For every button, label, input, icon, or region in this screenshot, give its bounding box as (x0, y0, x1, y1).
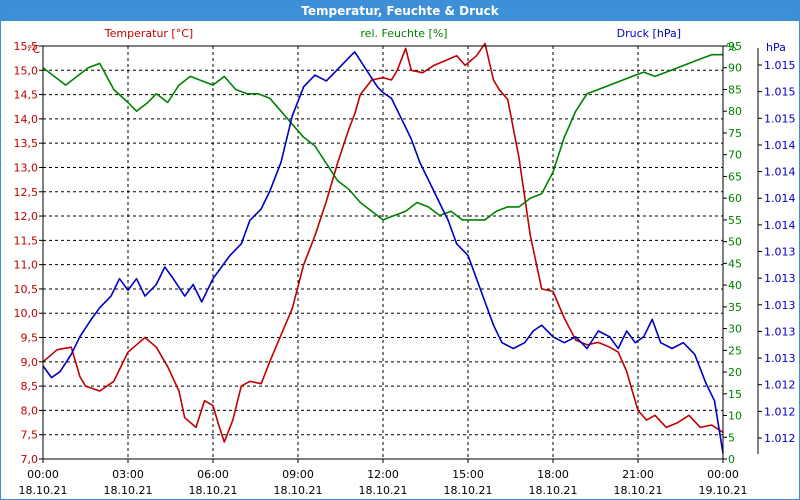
x-tick-label-time: 21:00 (622, 468, 654, 481)
humidity-tick-label: 95 (728, 40, 742, 53)
x-tick-label-date: 18.10.21 (104, 484, 153, 497)
pressure-tick-label: 1.012 (764, 379, 796, 392)
pressure-tick-label: 1.013 (764, 299, 796, 312)
temperature-tick-label: 15,0 (14, 64, 39, 77)
humidity-tick-label: 55 (728, 214, 742, 227)
temperature-tick-label: 14,0 (14, 113, 39, 126)
x-tick-label-date: 19.10.21 (699, 484, 748, 497)
pressure-tick-label: 1.013 (764, 325, 796, 338)
temperature-tick-label: 12,0 (14, 210, 39, 223)
x-tick-label-date: 18.10.21 (359, 484, 408, 497)
x-tick-label-time: 15:00 (452, 468, 484, 481)
legend-label-temperature: Temperatur [°C] (104, 27, 193, 40)
pressure-tick-label: 1.015 (764, 59, 796, 72)
humidity-tick-label: 35 (728, 301, 742, 314)
x-tick-label-time: 18:00 (537, 468, 569, 481)
temperature-tick-label: 9,5 (21, 332, 39, 345)
legend-label-humidity: rel. Feuchte [%] (360, 27, 447, 40)
pressure-unit-label: hPa (766, 41, 786, 54)
temperature-tick-label: 8,0 (21, 404, 39, 417)
x-tick-label-date: 18.10.21 (189, 484, 238, 497)
pressure-tick-label: 1.013 (764, 272, 796, 285)
temperature-tick-label: 9,0 (21, 356, 39, 369)
pressure-tick-label: 1.012 (764, 405, 796, 418)
x-tick-label-time: 00:00 (27, 468, 59, 481)
humidity-tick-label: 80 (728, 105, 742, 118)
x-tick-label-date: 18.10.21 (529, 484, 578, 497)
humidity-tick-label: 10 (728, 410, 742, 423)
pressure-tick-label: 1.013 (764, 246, 796, 259)
temperature-tick-label: 15,5 (14, 40, 39, 53)
humidity-tick-label: 65 (728, 170, 742, 183)
humidity-tick-label: 40 (728, 279, 742, 292)
pressure-tick-label: 1.014 (764, 192, 796, 205)
temperature-tick-label: 11,0 (14, 259, 39, 272)
series-line-humidity (42, 53, 723, 221)
pressure-tick-label: 1.015 (764, 86, 796, 99)
window-title: Temperatur, Feuchte & Druck (1, 1, 799, 21)
temperature-tick-label: 13,5 (14, 137, 39, 150)
x-tick-label-time: 03:00 (112, 468, 144, 481)
x-tick-label-time: 12:00 (367, 468, 399, 481)
x-tick-label-date: 18.10.21 (274, 484, 323, 497)
temperature-tick-label: 10,5 (14, 283, 39, 296)
humidity-tick-label: 30 (728, 323, 742, 336)
x-tick-label-time: 00:00 (707, 468, 739, 481)
temperature-tick-label: 7,0 (21, 453, 39, 466)
humidity-tick-label: 5 (728, 431, 735, 444)
pressure-tick-label: 1.014 (764, 166, 796, 179)
series-layer (42, 42, 724, 454)
humidity-tick-label: 90 (728, 62, 742, 75)
series-line-temperature (42, 42, 724, 443)
humidity-tick-label: 70 (728, 149, 742, 162)
temperature-unit-label: °C (27, 43, 41, 56)
pressure-tick-label: 1.012 (764, 432, 796, 445)
humidity-unit-label: % (726, 41, 736, 54)
temperature-tick-label: 11,5 (14, 234, 39, 247)
humidity-tick-label: 20 (728, 366, 742, 379)
pressure-tick-label: 1.014 (764, 139, 796, 152)
humidity-tick-label: 45 (728, 257, 742, 270)
temperature-tick-label: 12,5 (14, 186, 39, 199)
series-line-pressure (42, 50, 724, 454)
legend-label-pressure: Druck [hPa] (617, 27, 681, 40)
temperature-tick-label: 8,5 (21, 380, 39, 393)
humidity-tick-label: 75 (728, 127, 742, 140)
x-tick-label-date: 18.10.21 (444, 484, 493, 497)
x-tick-label-date: 18.10.21 (19, 484, 68, 497)
temperature-tick-label: 10,0 (14, 307, 39, 320)
pressure-tick-label: 1.015 (764, 112, 796, 125)
x-tick-label-time: 06:00 (197, 468, 229, 481)
humidity-tick-label: 15 (728, 388, 742, 401)
temperature-tick-label: 7,5 (21, 429, 39, 442)
temperature-tick-label: 14,5 (14, 89, 39, 102)
pressure-tick-label: 1.014 (764, 219, 796, 232)
humidity-tick-label: 0 (728, 453, 735, 466)
x-tick-label-date: 18.10.21 (614, 484, 663, 497)
humidity-tick-label: 25 (728, 344, 742, 357)
humidity-tick-label: 60 (728, 192, 742, 205)
humidity-tick-label: 85 (728, 83, 742, 96)
axes-layer: 00:00 18.10.21 03:00 18.10.21 06:00 18.10.21 0… (14, 27, 796, 497)
humidity-tick-label: 50 (728, 236, 742, 249)
grid-lines (43, 46, 723, 459)
temperature-tick-label: 13,0 (14, 161, 39, 174)
x-tick-label-time: 09:00 (282, 468, 314, 481)
pressure-tick-label: 1.013 (764, 352, 796, 365)
